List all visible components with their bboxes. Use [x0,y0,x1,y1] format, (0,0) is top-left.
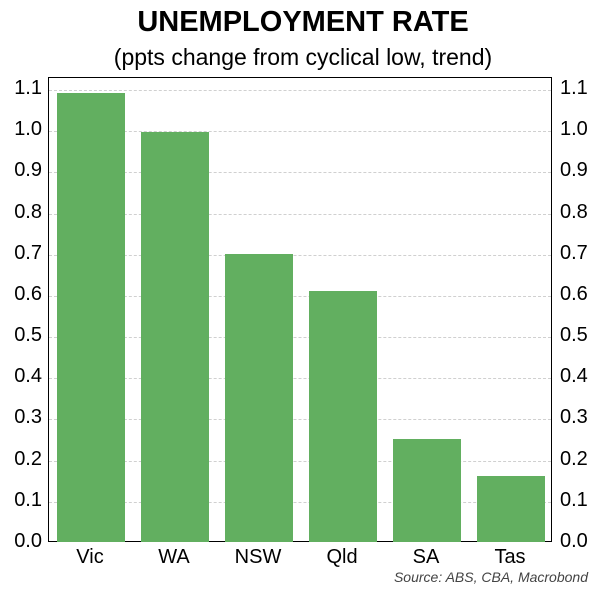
gridline [49,172,551,174]
y-tick-left: 1.0 [14,118,42,141]
x-tick-label: Qld [326,546,358,568]
gridline [49,131,551,133]
y-tick-left: 0.4 [14,365,42,388]
bar-vic [57,93,125,542]
y-tick-right: 0.9 [560,159,588,182]
gridline [49,419,551,421]
y-tick-left: 0.2 [14,447,42,470]
x-tick-label: Vic [76,546,104,568]
y-tick-right: 0.6 [560,282,588,305]
source-note: Source: ABS, CBA, Macrobond [393,569,588,585]
gridline [49,90,551,91]
x-tick-label: SA [412,546,440,568]
chart-subtitle: (ppts change from cyclical low, trend) [113,44,493,70]
y-tick-right: 0.4 [560,365,588,388]
y-tick-right: 0.8 [560,200,588,223]
y-tick-left: 0.5 [14,324,42,347]
y-tick-left: 0.7 [14,241,42,264]
bar-tas [477,476,545,542]
gridline [49,460,551,462]
bar-qld [309,290,377,542]
x-tick-label: WA [158,546,190,568]
x-tick-label: Tas [494,546,526,568]
y-tick-left: 0.9 [14,159,42,182]
gridline [49,501,551,503]
y-tick-right: 0.7 [560,241,588,264]
y-tick-right: 0.1 [560,488,588,511]
x-tick-label: NSW [234,546,282,568]
y-tick-left: 0.6 [14,282,42,305]
bar-wa [141,132,209,542]
plot-area [48,77,552,542]
bar-nsw [225,253,293,542]
y-tick-left: 0.8 [14,200,42,223]
gridline [49,213,551,215]
gridline [49,378,551,380]
gridline [49,254,551,256]
gridline [49,337,551,339]
bar-sa [393,439,461,542]
y-tick-left: 0.3 [14,406,42,429]
y-tick-left: 0.1 [14,488,42,511]
y-tick-left: 0.0 [14,530,42,552]
y-tick-right: 0.2 [560,447,588,470]
y-tick-left: 1.1 [14,77,42,99]
y-tick-right: 1.1 [560,77,588,99]
chart-title: UNEMPLOYMENT RATE [137,6,469,38]
y-tick-right: 0.3 [560,406,588,429]
y-tick-right: 0.0 [560,530,588,552]
gridline [49,295,551,297]
y-tick-right: 0.5 [560,324,588,347]
y-tick-right: 1.0 [560,118,588,141]
